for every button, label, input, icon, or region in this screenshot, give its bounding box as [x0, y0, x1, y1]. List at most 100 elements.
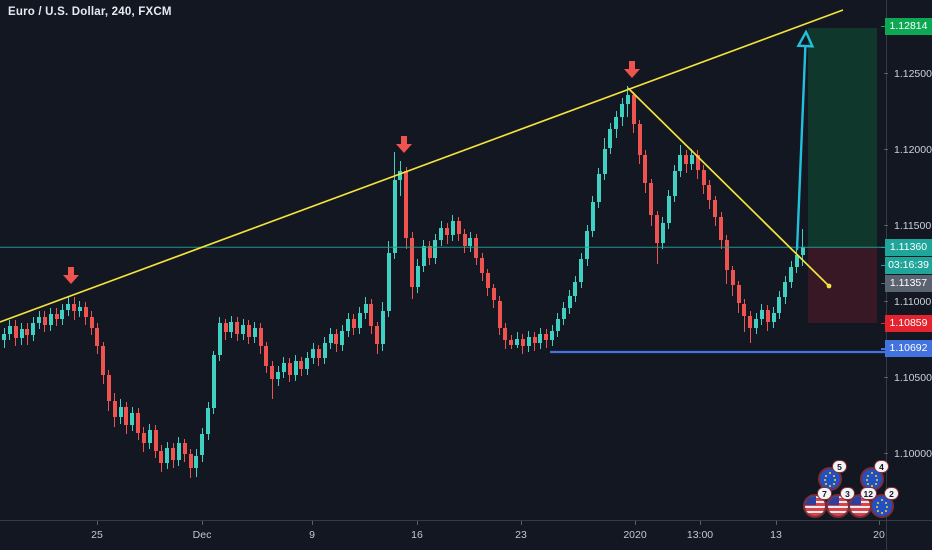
- candle-body: [754, 318, 759, 328]
- candle-body: [421, 245, 426, 266]
- down-arrow-marker[interactable]: [63, 267, 79, 284]
- target-box[interactable]: [808, 28, 877, 247]
- time-axis-tick-label: 13: [770, 529, 782, 541]
- candle-body: [182, 443, 187, 454]
- candle-body: [194, 455, 199, 468]
- projection-arrow-shaft[interactable]: [795, 45, 807, 251]
- time-axis-tick-label: 23: [515, 529, 527, 541]
- trendline-anchor-dot[interactable]: [826, 283, 832, 289]
- us-flag-icon: [850, 496, 870, 516]
- candle-body: [771, 312, 776, 322]
- candle-body: [112, 400, 117, 418]
- candle-body: [684, 154, 689, 164]
- candle-body: [614, 116, 619, 129]
- descending-trendline[interactable]: [627, 87, 830, 287]
- candle-body: [351, 318, 356, 328]
- eu-flag-icon: [872, 496, 892, 516]
- economic-event-marker[interactable]: 7: [805, 488, 831, 516]
- candle-body: [89, 317, 94, 328]
- candle-body: [497, 300, 502, 328]
- candle-body: [171, 447, 176, 461]
- candle-wick: [271, 361, 273, 400]
- time-axis-tick-label: 13:00: [686, 529, 714, 541]
- candle-body: [695, 154, 700, 170]
- candle-body: [555, 318, 560, 331]
- candle-body: [550, 330, 554, 340]
- candle-body: [176, 443, 181, 461]
- candle-body: [124, 406, 129, 426]
- candle-body: [25, 329, 30, 336]
- candle-body: [334, 333, 339, 345]
- candle-body: [369, 303, 374, 327]
- candle-body: [474, 238, 479, 258]
- candle-body: [270, 365, 275, 380]
- time-axis-tick: [635, 521, 636, 525]
- candle-body: [19, 329, 24, 339]
- candle-body: [765, 309, 770, 322]
- candle-body: [276, 371, 280, 380]
- projection-arrow-head[interactable]: [796, 29, 815, 48]
- economic-event-marker[interactable]: 2: [872, 488, 898, 516]
- candle-body: [200, 434, 205, 456]
- candle-body: [526, 337, 531, 347]
- candles-layer: [2, 86, 805, 479]
- candle-body: [287, 362, 292, 375]
- candle-body: [206, 408, 211, 435]
- candle-body: [800, 247, 805, 255]
- candle-body: [54, 314, 59, 319]
- candle-body: [311, 349, 315, 359]
- time-axis-tick: [97, 521, 98, 525]
- price-axis[interactable]: 1.12500 1.12000 1.11500 1.11000 1.10500 1.100…: [881, 0, 932, 520]
- event-count-badge: 3: [841, 488, 854, 499]
- candle-body: [701, 169, 706, 185]
- candle-body: [380, 311, 385, 345]
- candle-body: [485, 273, 490, 289]
- candle-body: [363, 303, 368, 313]
- candle-body: [246, 324, 251, 337]
- down-arrow-marker[interactable]: [624, 61, 640, 78]
- candle-body: [235, 321, 240, 334]
- time-axis-tick-label: 9: [309, 529, 315, 541]
- candle-body: [357, 312, 362, 328]
- stop-box[interactable]: [808, 247, 877, 323]
- event-count-badge: 4: [875, 461, 888, 472]
- candle-body: [153, 429, 158, 451]
- economic-event-marker[interactable]: 3: [828, 488, 854, 516]
- candle-body: [118, 406, 123, 418]
- economic-event-marker[interactable]: 5: [820, 461, 846, 489]
- time-axis-tick: [700, 521, 701, 525]
- candle-body: [450, 221, 455, 236]
- eu-flag-icon: [820, 469, 840, 489]
- economic-event-marker[interactable]: 4: [862, 461, 888, 489]
- candle-body: [719, 216, 724, 240]
- time-axis-tick-label: 2020: [623, 529, 647, 541]
- event-count-badge: 2: [885, 488, 898, 499]
- ascending-trendline[interactable]: [0, 9, 844, 323]
- last-price-label: 1.11360: [881, 238, 932, 256]
- candle-body: [783, 282, 788, 298]
- candle-body: [375, 326, 380, 345]
- candle-body: [491, 288, 496, 301]
- candle-body: [567, 295, 572, 309]
- candle-body: [72, 303, 76, 312]
- down-arrow-marker[interactable]: [396, 136, 412, 153]
- chart-canvas[interactable]: Euro / U.S. Dollar, 240, FXCM: [0, 0, 886, 520]
- candle-body: [532, 337, 537, 344]
- time-axis-tick-label: 25: [91, 529, 103, 541]
- candle-body: [211, 355, 216, 409]
- candle-body: [316, 349, 321, 359]
- candle-body: [637, 124, 642, 155]
- candle-body: [136, 413, 141, 433]
- support-price-label: 1.10692: [881, 340, 932, 358]
- time-axis[interactable]: 25 Dec 9 16 23 2020 13:00 13 20: [0, 521, 932, 550]
- candle-body: [439, 227, 444, 240]
- candle-body: [608, 128, 613, 149]
- price-axis-tick-label: 1.12500: [884, 67, 932, 81]
- candle-body: [165, 447, 170, 464]
- candle-body: [520, 338, 525, 347]
- time-axis-border: [0, 520, 932, 521]
- economic-event-marker[interactable]: 12: [850, 488, 876, 516]
- candle-body: [415, 265, 420, 287]
- candle-body: [392, 180, 397, 254]
- candle-body: [678, 154, 683, 172]
